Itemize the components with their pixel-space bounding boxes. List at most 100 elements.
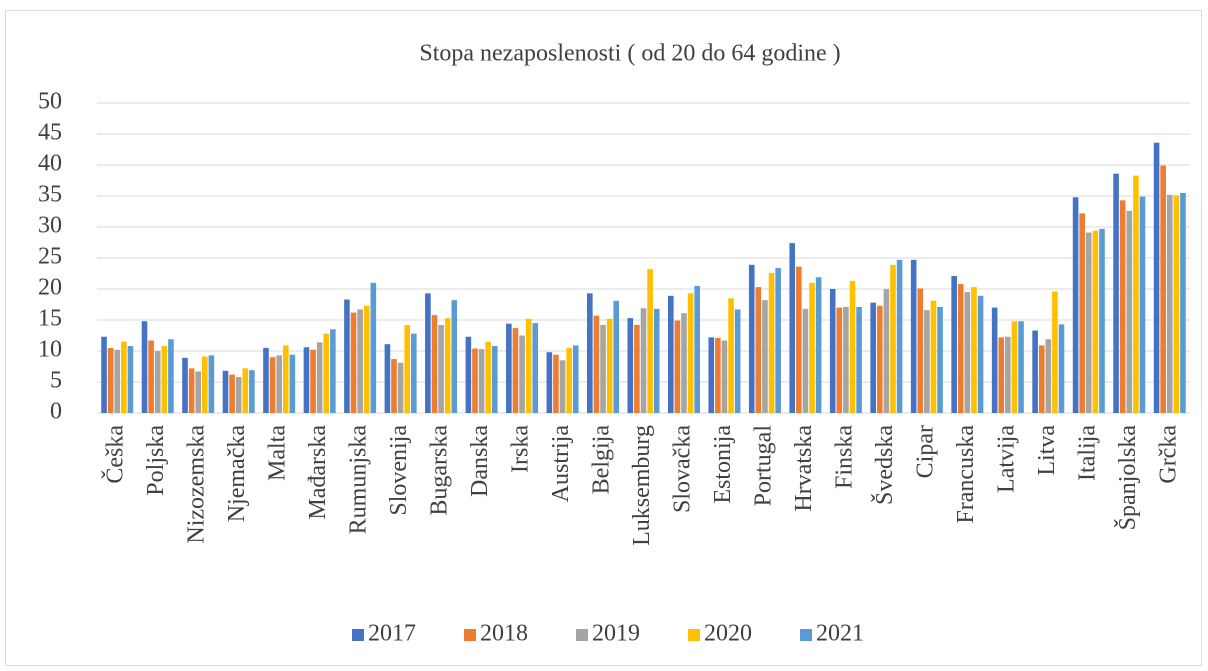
bar [1072, 197, 1079, 413]
bar [998, 337, 1005, 413]
legend-swatch [576, 629, 588, 641]
y-tick-label: 5 [50, 368, 62, 394]
bar [553, 354, 559, 413]
bar [121, 341, 127, 413]
bar [613, 300, 620, 413]
bar [991, 307, 998, 413]
bar [438, 324, 444, 413]
bar [572, 345, 579, 413]
bar [107, 347, 114, 413]
x-tick-label: Latvija [993, 425, 1019, 493]
bar [235, 377, 242, 413]
bar [815, 277, 822, 413]
bar [559, 360, 566, 413]
bar [242, 368, 249, 413]
bar [681, 313, 687, 413]
bar [532, 323, 539, 413]
bar [148, 340, 154, 413]
bar [843, 306, 849, 413]
legend-label: 2018 [480, 621, 528, 647]
bar [141, 321, 148, 413]
x-tick-label: Poljska [143, 425, 169, 496]
bar [653, 308, 660, 413]
bar [519, 335, 525, 413]
bar [411, 333, 417, 413]
bar [715, 337, 721, 413]
x-tick-label: Irska [508, 425, 534, 473]
bar [330, 329, 336, 413]
bar [451, 300, 458, 413]
bar [154, 351, 161, 413]
x-tick-label: Belgija [589, 425, 615, 495]
x-tick-label: Luksemburg [629, 425, 655, 546]
bar [525, 318, 532, 413]
bar [748, 264, 755, 413]
bar [1085, 232, 1092, 413]
bar [829, 289, 836, 413]
bar [222, 370, 229, 413]
bar [687, 293, 694, 413]
x-tick-label: Francuska [953, 425, 979, 524]
bar [168, 339, 174, 413]
x-tick-label: Portugal [750, 425, 776, 507]
bar [964, 292, 971, 413]
bar [344, 299, 350, 413]
bar [593, 315, 600, 413]
x-tick-label: Bugarska [427, 425, 453, 516]
bar [1052, 291, 1058, 413]
x-tick-label: Cipar [912, 425, 938, 478]
bar [1119, 200, 1126, 413]
bar [1045, 339, 1052, 413]
y-tick-label: 40 [38, 151, 62, 177]
x-tick-label: Grčka [1155, 425, 1181, 484]
bar [370, 282, 377, 413]
bar [768, 272, 775, 413]
legend-label: 2020 [704, 621, 752, 647]
bar [363, 305, 370, 413]
y-tick-label: 30 [38, 213, 62, 239]
bar [802, 308, 809, 413]
bar [161, 346, 168, 413]
y-tick-label: 0 [50, 399, 62, 425]
chart-title: Stopa nezaposlenosti ( od 20 do 64 godin… [419, 41, 840, 67]
bar [796, 266, 802, 413]
bar [1126, 210, 1133, 413]
bar [856, 306, 862, 413]
bar [384, 344, 391, 413]
bar [323, 333, 330, 413]
x-tick-label: Hrvatska [791, 425, 817, 512]
legend-swatch [464, 629, 476, 641]
bar [350, 312, 357, 413]
bar [188, 368, 195, 413]
bar [1160, 165, 1166, 413]
bar [883, 289, 890, 413]
bar [1099, 228, 1105, 413]
bar [491, 346, 498, 413]
bar [391, 359, 397, 413]
bar [870, 302, 876, 413]
bar [127, 346, 134, 413]
bar [937, 306, 943, 413]
bar [512, 328, 519, 413]
y-tick-label: 15 [38, 306, 62, 332]
bar [910, 259, 917, 413]
y-tick-label: 35 [38, 182, 62, 208]
bar [465, 336, 472, 413]
bar [478, 349, 485, 413]
y-tick-label: 50 [38, 89, 62, 115]
bar [1113, 173, 1119, 413]
bar [472, 348, 478, 413]
x-tick-label: Španjolska [1114, 425, 1141, 531]
bar [208, 355, 215, 413]
bar [404, 324, 411, 413]
bar [977, 295, 984, 413]
bar [263, 347, 269, 413]
bar [276, 355, 282, 413]
bar [1011, 321, 1018, 413]
bar [634, 324, 640, 413]
bar [101, 336, 107, 413]
bar [431, 315, 438, 413]
bar [1038, 345, 1045, 413]
bar [849, 280, 856, 413]
